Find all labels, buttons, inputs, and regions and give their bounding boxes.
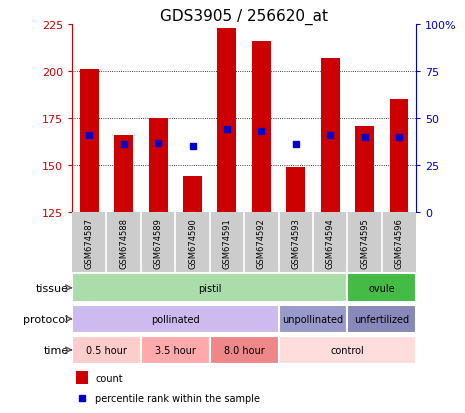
Bar [183,177,202,213]
Text: ovule: ovule [368,283,395,293]
Bar [114,135,133,213]
Text: time: time [43,345,69,355]
Text: GSM674594: GSM674594 [326,217,335,268]
Bar [321,59,339,213]
Bar [149,119,167,213]
Text: GSM674590: GSM674590 [188,217,197,268]
Bar [347,274,416,302]
Bar [80,70,99,213]
Bar [75,372,88,384]
Text: 0.5 hour: 0.5 hour [86,345,127,355]
Title: GDS3905 / 256620_at: GDS3905 / 256620_at [160,9,328,25]
Bar [286,168,305,213]
Text: percentile rank within the sample: percentile rank within the sample [95,393,260,403]
Bar [72,305,279,333]
Text: 8.0 hour: 8.0 hour [224,345,265,355]
Text: GSM674589: GSM674589 [153,217,163,268]
Bar [355,126,374,213]
Bar [72,274,347,302]
Bar [252,42,271,213]
Text: GSM674587: GSM674587 [85,217,94,268]
Text: unfertilized: unfertilized [354,314,409,324]
Text: tissue: tissue [36,283,69,293]
Bar [141,336,210,364]
Text: pollinated: pollinated [151,314,199,324]
Text: GSM674596: GSM674596 [394,217,404,268]
Text: GSM674593: GSM674593 [291,217,300,268]
Text: GSM674588: GSM674588 [119,217,128,268]
Text: GSM674595: GSM674595 [360,217,369,268]
Bar [72,336,141,364]
Text: 3.5 hour: 3.5 hour [155,345,196,355]
Text: count: count [95,373,123,382]
Text: pistil: pistil [198,283,221,293]
Text: unpollinated: unpollinated [282,314,344,324]
Text: protocol: protocol [23,314,69,324]
Bar [218,28,236,213]
Bar [279,305,347,333]
Text: GSM674592: GSM674592 [257,217,266,268]
Bar [347,305,416,333]
Text: GSM674591: GSM674591 [222,217,232,268]
Bar [390,100,408,213]
Text: control: control [331,345,364,355]
Bar [210,336,279,364]
Bar [279,336,416,364]
